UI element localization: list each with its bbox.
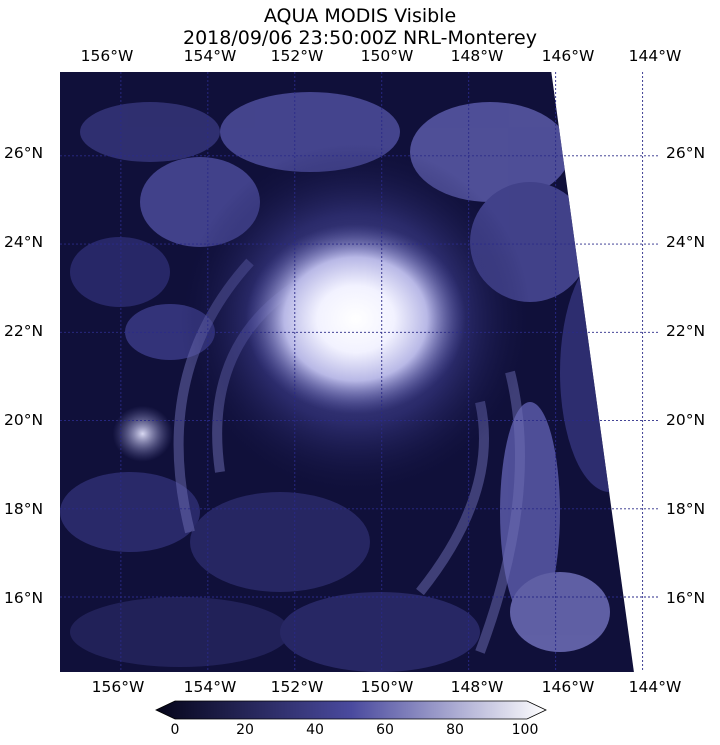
lon-label-top-156w: 156°W bbox=[80, 47, 134, 65]
lat-label-left-26n: 26°N bbox=[4, 144, 44, 162]
lon-label-top-150w: 150°W bbox=[360, 47, 414, 65]
colorbar-label-0: 0 bbox=[170, 722, 180, 738]
colorbar-label-60: 60 bbox=[376, 722, 394, 738]
colorbar-label-100: 100 bbox=[511, 722, 539, 738]
lat-label-left-22n: 22°N bbox=[4, 322, 44, 340]
lat-label-left-20n: 20°N bbox=[4, 411, 44, 429]
lat-label-right-20n: 20°N bbox=[666, 411, 706, 429]
lon-label-bottom-152w: 152°W bbox=[270, 678, 324, 696]
lon-label-bottom-144w: 144°W bbox=[628, 678, 682, 696]
colorbar bbox=[155, 700, 547, 720]
title-line-2: 2018/09/06 23:50:00Z NRL-Monterey bbox=[183, 27, 537, 49]
lon-label-bottom-156w: 156°W bbox=[91, 678, 145, 696]
lat-label-right-22n: 22°N bbox=[666, 322, 706, 340]
lat-label-right-18n: 18°N bbox=[666, 500, 706, 518]
graticule bbox=[60, 72, 660, 672]
lon-label-top-148w: 148°W bbox=[450, 47, 504, 65]
lon-label-bottom-146w: 146°W bbox=[541, 678, 595, 696]
lon-label-bottom-154w: 154°W bbox=[183, 678, 237, 696]
lat-label-left-18n: 18°N bbox=[4, 500, 44, 518]
storm-core bbox=[245, 224, 466, 415]
lon-label-top-144w: 144°W bbox=[628, 47, 682, 65]
lon-label-bottom-148w: 148°W bbox=[450, 678, 504, 696]
colorbar-label-40: 40 bbox=[306, 722, 324, 738]
title-line-1: AQUA MODIS Visible bbox=[263, 5, 457, 27]
lat-label-right-24n: 24°N bbox=[666, 233, 706, 251]
lat-label-right-26n: 26°N bbox=[666, 144, 706, 162]
satellite-map bbox=[60, 72, 660, 672]
lat-label-left-24n: 24°N bbox=[4, 233, 44, 251]
lat-label-right-16n: 16°N bbox=[666, 589, 706, 607]
lon-label-bottom-150w: 150°W bbox=[360, 678, 414, 696]
lat-label-left-16n: 16°N bbox=[4, 589, 44, 607]
lon-label-top-146w: 146°W bbox=[541, 47, 595, 65]
colorbar-label-80: 80 bbox=[446, 722, 464, 738]
colorbar-gradient bbox=[155, 700, 547, 720]
hawaii-cloud-area bbox=[112, 405, 173, 462]
lon-label-top-152w: 152°W bbox=[270, 47, 324, 65]
colorbar-label-20: 20 bbox=[236, 722, 254, 738]
lon-label-top-154w: 154°W bbox=[183, 47, 237, 65]
